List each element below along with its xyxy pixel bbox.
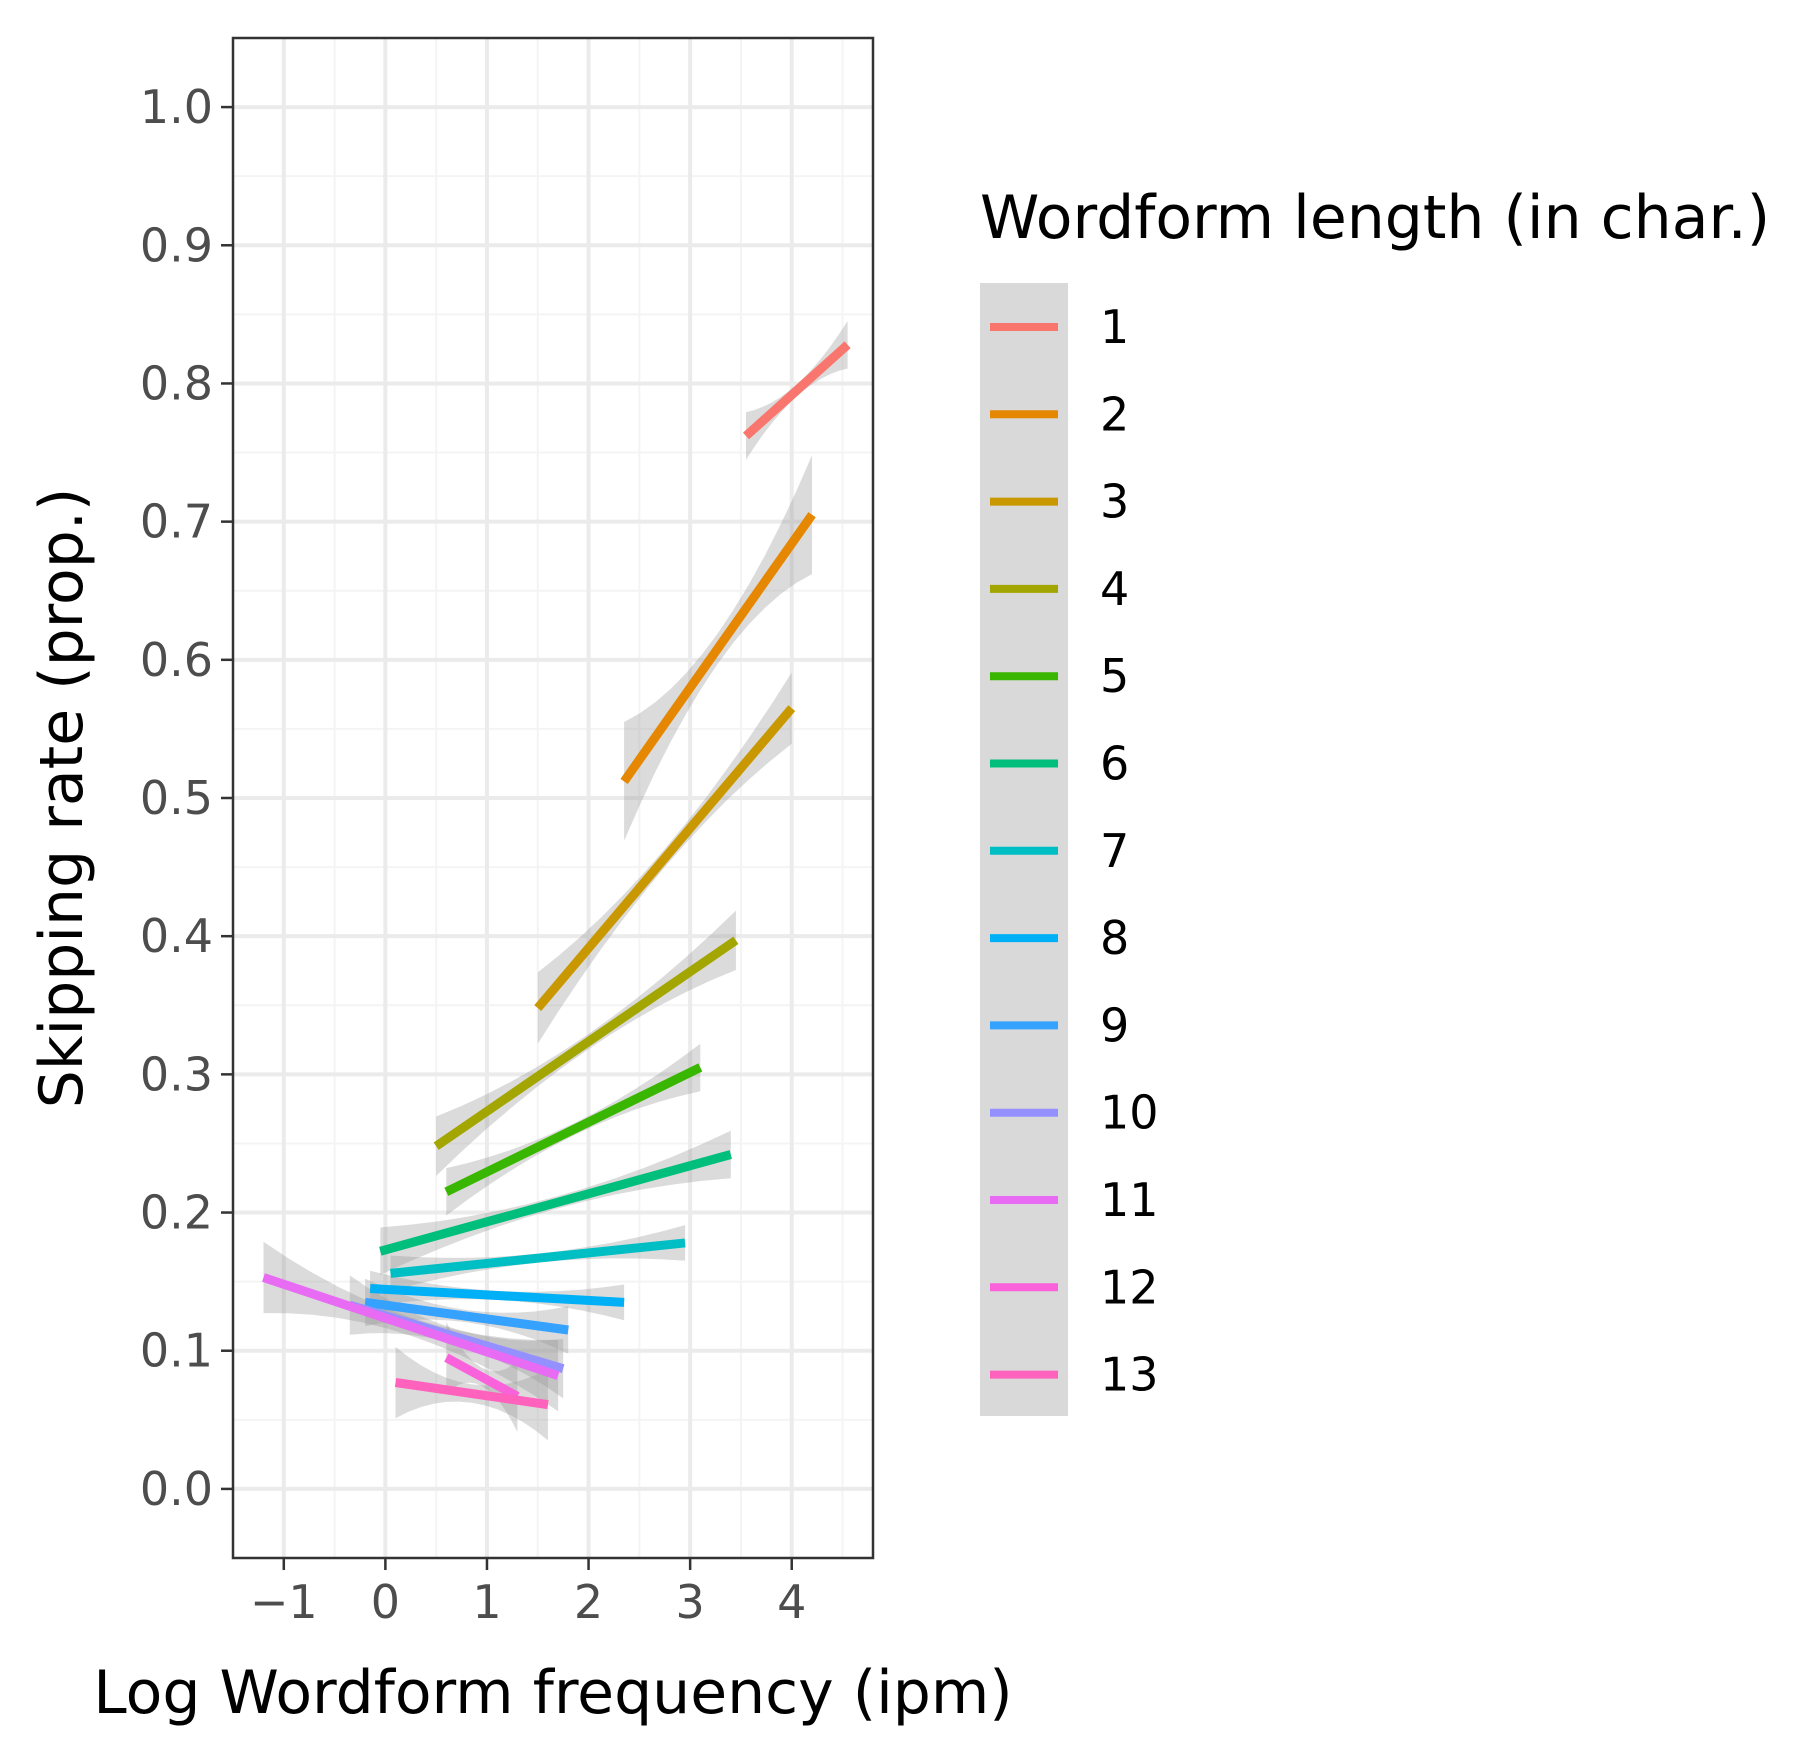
y-tick-label: 0.0 [140, 1462, 213, 1516]
y-axis: 0.0 0.1 0.2 0.3 0.4 0.5 0.6 0.7 0.8 0.9 1.0 [140, 80, 233, 1516]
series-line-6 [379, 1150, 732, 1256]
legend-item: 13 [990, 1348, 1159, 1402]
legend-item: 4 [990, 562, 1129, 616]
legend-label: 4 [1100, 562, 1129, 616]
legend-label: 3 [1100, 475, 1129, 529]
series-line-7 [389, 1238, 686, 1278]
legend-label: 13 [1100, 1348, 1159, 1402]
y-tick-label: 0.6 [140, 633, 213, 687]
legend-item: 8 [990, 911, 1129, 965]
legend-label: 5 [1100, 649, 1129, 703]
legend-item: 11 [990, 1173, 1159, 1227]
y-axis-title: Skipping rate (prop.) [27, 488, 97, 1109]
x-tick-label: 0 [371, 1575, 400, 1629]
y-tick-label: 0.5 [140, 771, 213, 825]
legend-item: 6 [990, 737, 1129, 791]
y-tick-label: 0.9 [140, 218, 213, 272]
y-tick-label: 0.3 [140, 1047, 213, 1101]
series-line-1 [743, 341, 851, 440]
legend-item: 10 [990, 1086, 1159, 1140]
series-line-12 [444, 1353, 520, 1401]
legend-label: 7 [1100, 824, 1129, 878]
legend-item: 7 [990, 824, 1129, 878]
y-tick-label: 0.2 [140, 1186, 213, 1240]
series-line-2 [620, 512, 816, 785]
grid [233, 38, 873, 1558]
legend-item: 9 [990, 998, 1129, 1052]
y-tick-label: 0.7 [140, 495, 213, 549]
x-tick-label: 2 [574, 1575, 603, 1629]
x-axis: −1 0 1 2 3 4 [250, 1558, 806, 1629]
x-axis-title: Log Wordform frequency (ipm) [93, 1658, 1012, 1728]
x-tick-label: 3 [676, 1575, 705, 1629]
legend-item: 5 [990, 649, 1129, 703]
legend-label: 6 [1100, 737, 1129, 791]
legend-item: 1 [990, 300, 1129, 354]
legend-item: 2 [990, 387, 1129, 441]
series-line-13 [394, 1378, 549, 1410]
legend-label: 10 [1100, 1086, 1159, 1140]
series-line-11 [262, 1273, 560, 1380]
x-tick-label: 4 [777, 1575, 806, 1629]
legend: Wordform length (in char.) 1234567891011… [980, 183, 1770, 1416]
y-tick-label: 0.8 [140, 356, 213, 410]
legend-label: 1 [1100, 300, 1129, 354]
series-lines [262, 341, 851, 1410]
x-tick-label: 1 [472, 1575, 501, 1629]
legend-label: 2 [1100, 387, 1129, 441]
y-tick-label: 1.0 [140, 80, 213, 134]
series-line-3 [534, 705, 796, 1011]
y-tick-label: 0.4 [140, 909, 213, 963]
legend-item: 12 [990, 1260, 1159, 1314]
legend-item: 3 [990, 475, 1129, 529]
series-line-5 [444, 1063, 703, 1196]
legend-label: 9 [1100, 998, 1129, 1052]
legend-title: Wordform length (in char.) [980, 183, 1770, 253]
legend-label: 11 [1100, 1173, 1159, 1227]
series-line-9 [364, 1297, 569, 1335]
legend-label: 12 [1100, 1260, 1159, 1314]
series-line-4 [433, 936, 739, 1150]
legend-label: 8 [1100, 911, 1129, 965]
y-tick-label: 0.1 [140, 1324, 213, 1378]
series-line-8 [369, 1284, 625, 1307]
x-tick-label: −1 [250, 1575, 318, 1629]
confidence-bands [263, 321, 848, 1441]
